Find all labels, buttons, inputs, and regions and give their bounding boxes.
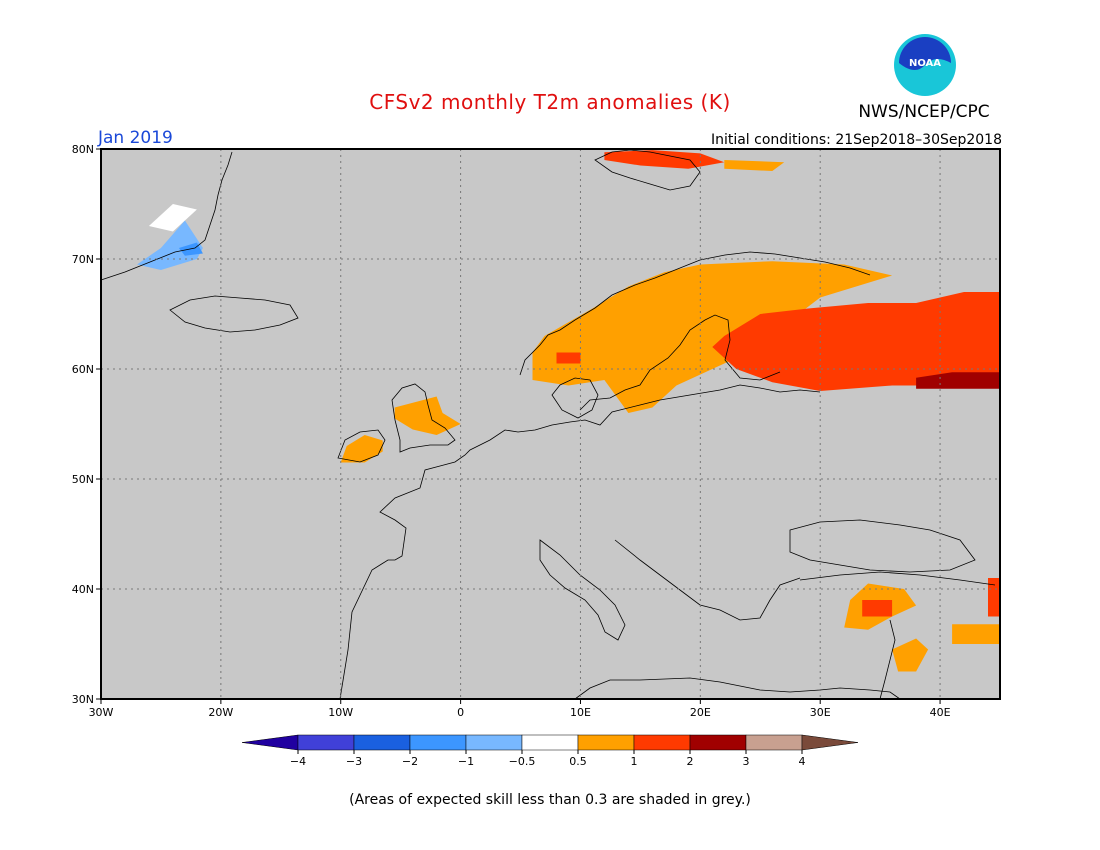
anomaly-region-levant (892, 638, 929, 672)
lon-tick-label: 40E (930, 706, 951, 719)
colorbar-bin (577, 734, 635, 751)
footnote: (Areas of expected skill less than 0.3 a… (349, 792, 751, 808)
lat-tick-label: 60N (72, 363, 94, 376)
agency-label: NWS/NCEP/CPC (858, 102, 990, 122)
anomaly-region-caucasus-red (988, 578, 1000, 617)
lon-tick-label: 20W (208, 706, 233, 719)
coastline-baltic (579, 314, 781, 411)
coastline-balkans (614, 539, 801, 621)
lat-tick-label: 70N (72, 253, 94, 266)
colorbar-bin (353, 734, 411, 751)
colorbar-bin (465, 734, 523, 751)
lon-tick-label: 0 (457, 706, 464, 719)
coastline-turkey (799, 571, 996, 586)
colorbar-label: 2 (687, 755, 694, 768)
anomaly-region-ireland (340, 435, 383, 463)
initial-conditions-label: Initial conditions: 21Sep2018–30Sep2018 (710, 132, 1002, 148)
colorbar-bin (633, 734, 691, 751)
colorbar-label: 1 (631, 755, 638, 768)
anomaly-region-russia-hot (916, 372, 1000, 389)
lon-tick-label: 10E (570, 706, 591, 719)
lat-tick-label: 40N (72, 583, 94, 596)
coastline-iceland (169, 295, 299, 333)
colorbar-label: 3 (743, 755, 750, 768)
anomaly-region-svalbard-east (724, 160, 785, 171)
lon-tick-label: 30W (89, 706, 114, 719)
colorbar-label: 0.5 (569, 755, 587, 768)
coastline-sweden-south (551, 377, 599, 419)
colorbar-label: −4 (290, 755, 306, 768)
colorbar-bin (521, 734, 579, 751)
colorbar-label: −0.5 (509, 755, 536, 768)
colorbar-bin (745, 734, 803, 751)
coastline-levant (879, 619, 896, 700)
lat-tick-label: 50N (72, 473, 94, 486)
coastlines (100, 149, 996, 700)
axis-ticks: 30W 20W 10W 0 10E 20E 30E 40E 30N 40N 50N 60N 70N 80N (72, 143, 951, 719)
anomaly-region-greenland-cool (137, 220, 203, 270)
colorbar-under-arrow (241, 734, 299, 751)
coastline-black-sea (789, 519, 976, 573)
anomaly-region-norway-pixel (556, 352, 581, 364)
colorbar-label: 4 (799, 755, 806, 768)
coastline-greenland (100, 151, 233, 281)
colorbar-bin (297, 734, 355, 751)
map-grid (101, 149, 1000, 699)
coastline-mediterranean (574, 677, 901, 700)
coastline-norway (519, 251, 871, 376)
map-frame (100, 148, 1001, 700)
anomaly-region-scandinavia (532, 261, 893, 413)
anomaly-region-turkey-core (862, 600, 893, 617)
colorbar-over-arrow (801, 734, 859, 751)
colorbar-label: −1 (458, 755, 474, 768)
noaa-logo: NOAA (894, 34, 956, 96)
lon-tick-label: 20E (690, 706, 711, 719)
coastline-italy (539, 539, 626, 641)
coastline-britain (391, 383, 456, 453)
colorbar: −4 −3 −2 −1 −0.5 0.5 1 2 3 4 (241, 734, 859, 768)
anomaly-region-russia-warm (712, 292, 1000, 391)
anomaly-region-caucasus-east (952, 624, 1000, 644)
lon-tick-label: 10W (328, 706, 353, 719)
anomaly-regions (137, 150, 1000, 672)
chart-title: CFSv2 monthly T2m anomalies (K) (369, 90, 731, 114)
lat-tick-label: 80N (72, 143, 94, 156)
lat-tick-label: 30N (72, 693, 94, 706)
anomaly-region-greenland-neutral (148, 204, 197, 232)
colorbar-label: −3 (346, 755, 362, 768)
lon-tick-label: 30E (810, 706, 831, 719)
coastline-ireland (337, 429, 386, 463)
colorbar-bin (409, 734, 467, 751)
anomaly-region-northern-uk (394, 396, 461, 435)
noaa-logo-bird (899, 37, 951, 71)
colorbar-label: −2 (402, 755, 418, 768)
month-label: Jan 2019 (98, 128, 173, 148)
anomaly-region-svalbard (604, 150, 725, 169)
colorbar-bin (689, 734, 747, 751)
noaa-logo-text: NOAA (909, 58, 941, 69)
coastline-europe (339, 384, 821, 700)
